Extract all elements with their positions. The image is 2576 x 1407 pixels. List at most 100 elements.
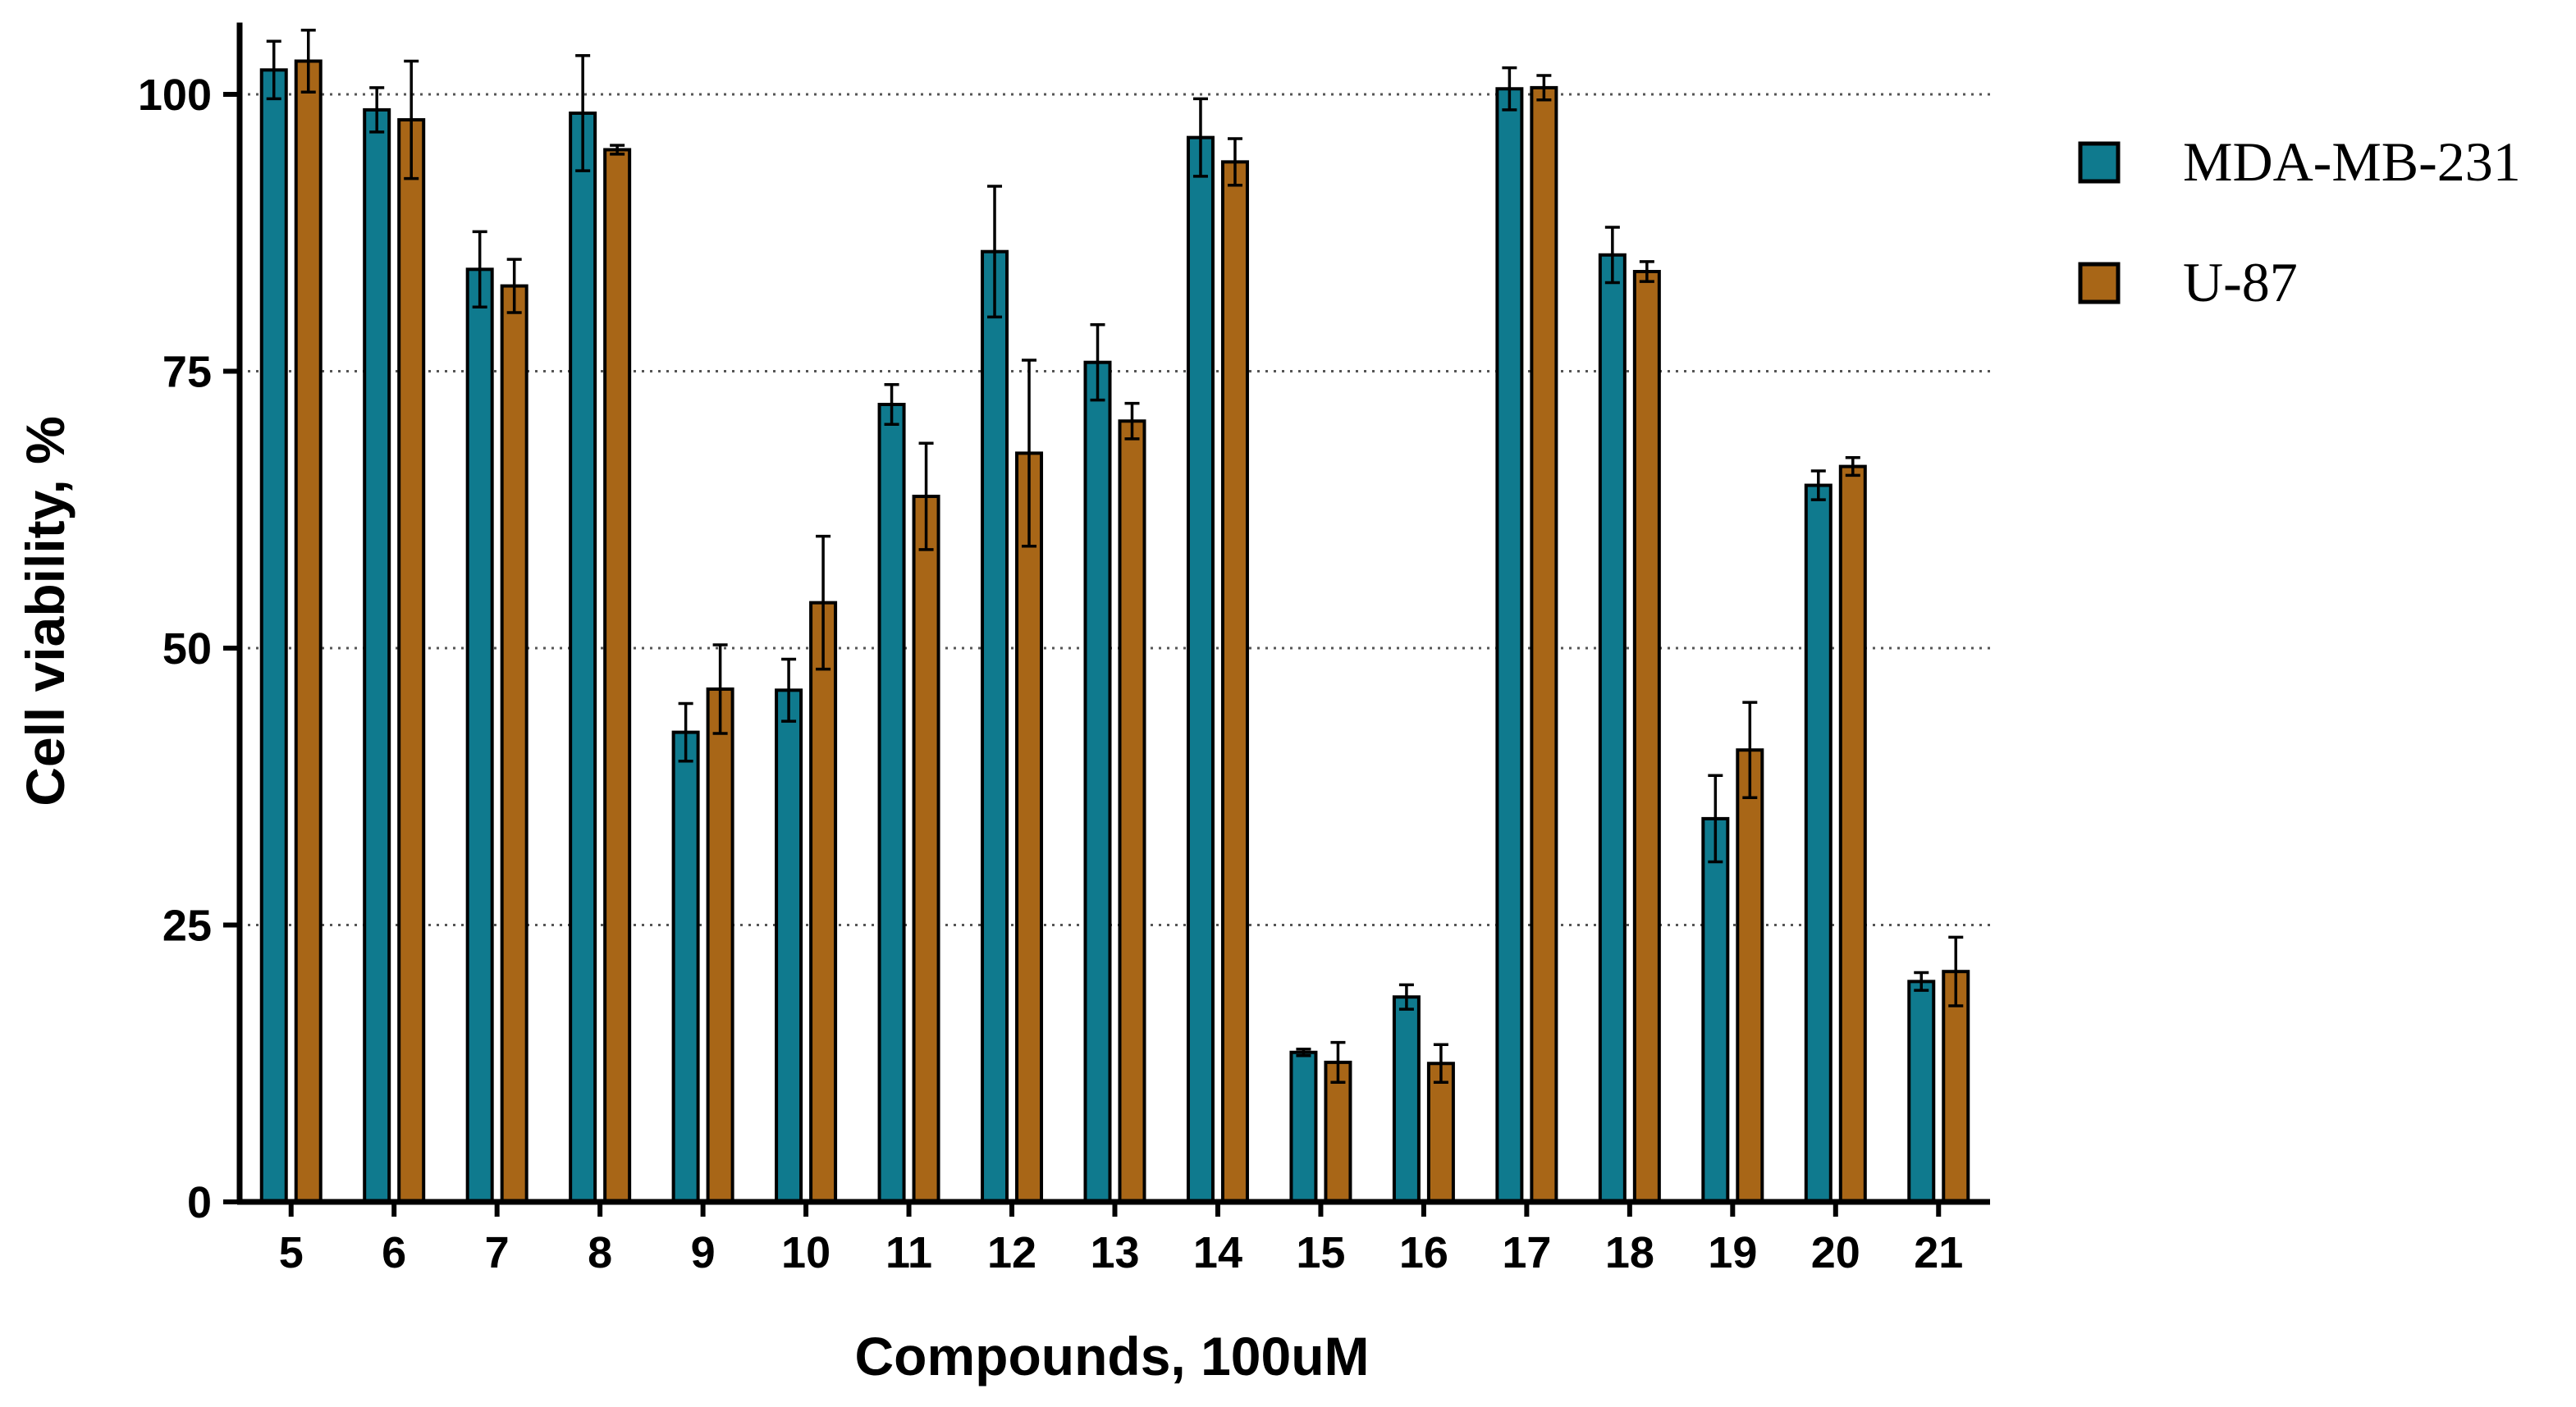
bar-u-87-13 bbox=[1118, 419, 1146, 1204]
error-bar-u-87-18 bbox=[1639, 260, 1654, 283]
x-axis-title: Compounds, 100uM bbox=[854, 1326, 1369, 1386]
error-bar-u-87-13 bbox=[1124, 401, 1140, 441]
x-tick-label-12: 12 bbox=[987, 1228, 1036, 1277]
error-bar-mda-mb-231-12 bbox=[987, 185, 1003, 319]
error-bar-u-87-8 bbox=[610, 144, 625, 156]
bar-mda-mb-231-7 bbox=[465, 267, 494, 1204]
x-tick-label-18: 18 bbox=[1605, 1228, 1654, 1277]
y-axis-title: Cell viability, % bbox=[15, 416, 75, 806]
error-bar-mda-mb-231-8 bbox=[575, 54, 591, 172]
x-tick-label-20: 20 bbox=[1811, 1228, 1860, 1277]
error-bar-mda-mb-231-21 bbox=[1914, 971, 1929, 992]
bar-u-87-20 bbox=[1838, 464, 1867, 1204]
error-bars-group bbox=[266, 28, 1964, 1084]
legend: MDA-MB-231 U-87 bbox=[2078, 130, 2521, 313]
error-bar-mda-mb-231-10 bbox=[781, 657, 797, 723]
x-tick-label-11: 11 bbox=[885, 1228, 932, 1277]
error-bar-mda-mb-231-11 bbox=[884, 382, 899, 427]
bar-u-87-16 bbox=[1426, 1062, 1455, 1204]
x-tick-label-16: 16 bbox=[1399, 1228, 1448, 1277]
y-axis-ticks: 0 25 50 75 100 bbox=[138, 71, 240, 1227]
bar-u-87-18 bbox=[1632, 270, 1661, 1204]
error-bar-mda-mb-231-14 bbox=[1192, 97, 1208, 178]
error-bar-mda-mb-231-9 bbox=[678, 701, 693, 763]
bar-u-87-8 bbox=[603, 148, 632, 1204]
error-bar-mda-mb-231-18 bbox=[1604, 226, 1620, 285]
x-tick-label-21: 21 bbox=[1914, 1228, 1963, 1277]
error-bar-mda-mb-231-13 bbox=[1090, 323, 1105, 402]
legend-swatch-mda-mb-231 bbox=[2078, 141, 2121, 184]
bar-u-87-7 bbox=[500, 284, 528, 1204]
bar-u-87-9 bbox=[706, 687, 734, 1204]
bar-mda-mb-231-14 bbox=[1186, 135, 1215, 1204]
error-bar-u-87-14 bbox=[1227, 137, 1242, 187]
error-bar-mda-mb-231-6 bbox=[369, 86, 385, 134]
bar-u-87-5 bbox=[294, 59, 323, 1204]
x-tick-label-14: 14 bbox=[1193, 1228, 1242, 1277]
x-tick-label-10: 10 bbox=[781, 1228, 830, 1277]
bar-mda-mb-231-6 bbox=[363, 107, 391, 1204]
bar-mda-mb-231-10 bbox=[775, 688, 803, 1204]
bar-u-87-11 bbox=[912, 495, 940, 1204]
error-bar-u-87-10 bbox=[816, 534, 831, 671]
y-tick-label-25: 25 bbox=[162, 902, 212, 951]
bar-u-87-14 bbox=[1220, 160, 1249, 1204]
y-tick-label-50: 50 bbox=[162, 624, 212, 674]
bar-mda-mb-231-17 bbox=[1495, 87, 1524, 1204]
bar-mda-mb-231-18 bbox=[1598, 253, 1627, 1204]
x-tick-label-8: 8 bbox=[588, 1228, 612, 1277]
bar-mda-mb-231-20 bbox=[1804, 483, 1832, 1204]
x-tick-label-9: 9 bbox=[691, 1228, 716, 1277]
x-axis-ticks: 5 6 7 8 9 10 11 12 13 14 15 16 17 18 19 20 21 bbox=[279, 1202, 1963, 1277]
error-bar-u-87-11 bbox=[918, 441, 934, 551]
bar-u-87-19 bbox=[1736, 748, 1764, 1204]
bar-mda-mb-231-21 bbox=[1907, 980, 1936, 1204]
error-bar-u-87-17 bbox=[1536, 74, 1552, 102]
error-bar-u-87-7 bbox=[506, 258, 522, 314]
error-bar-mda-mb-231-7 bbox=[472, 230, 487, 308]
error-bar-u-87-6 bbox=[404, 59, 419, 180]
x-tick-label-19: 19 bbox=[1708, 1228, 1757, 1277]
error-bar-mda-mb-231-20 bbox=[1810, 469, 1826, 501]
error-bar-u-87-21 bbox=[1948, 935, 1964, 1007]
bar-mda-mb-231-16 bbox=[1392, 995, 1421, 1204]
error-bar-u-87-5 bbox=[300, 28, 316, 94]
y-tick-label-0: 0 bbox=[187, 1178, 212, 1227]
bar-mda-mb-231-8 bbox=[569, 111, 597, 1204]
error-bar-mda-mb-231-15 bbox=[1296, 1047, 1311, 1058]
x-tick-label-17: 17 bbox=[1502, 1228, 1551, 1277]
bar-mda-mb-231-9 bbox=[671, 730, 700, 1204]
bar-u-87-6 bbox=[397, 118, 426, 1204]
legend-swatch-u-87 bbox=[2078, 262, 2121, 304]
y-tick-label-100: 100 bbox=[138, 71, 212, 120]
x-tick-label-15: 15 bbox=[1296, 1228, 1345, 1277]
bar-mda-mb-231-5 bbox=[259, 68, 288, 1204]
error-bar-mda-mb-231-17 bbox=[1502, 66, 1517, 112]
error-bar-u-87-9 bbox=[712, 643, 728, 735]
error-bar-u-87-12 bbox=[1022, 359, 1037, 548]
error-bar-mda-mb-231-19 bbox=[1708, 774, 1723, 864]
error-bar-u-87-16 bbox=[1433, 1043, 1448, 1084]
error-bar-u-87-19 bbox=[1742, 701, 1758, 799]
x-tick-label-6: 6 bbox=[382, 1228, 406, 1277]
error-bar-mda-mb-231-5 bbox=[266, 39, 281, 101]
bar-mda-mb-231-12 bbox=[981, 249, 1009, 1204]
bar-mda-mb-231-15 bbox=[1289, 1050, 1318, 1204]
bar-u-87-10 bbox=[809, 601, 838, 1204]
bar-mda-mb-231-11 bbox=[877, 403, 906, 1204]
bar-u-87-12 bbox=[1015, 451, 1044, 1204]
bar-mda-mb-231-19 bbox=[1701, 816, 1730, 1204]
x-tick-label-5: 5 bbox=[279, 1228, 304, 1277]
error-bar-u-87-15 bbox=[1330, 1040, 1346, 1084]
error-bar-mda-mb-231-16 bbox=[1398, 983, 1414, 1011]
bars-group bbox=[259, 59, 1970, 1204]
bar-mda-mb-231-13 bbox=[1083, 360, 1112, 1204]
y-tick-label-75: 75 bbox=[162, 348, 212, 397]
x-tick-label-13: 13 bbox=[1090, 1228, 1139, 1277]
error-bar-u-87-20 bbox=[1845, 456, 1860, 477]
x-tick-label-7: 7 bbox=[485, 1228, 510, 1277]
bar-u-87-17 bbox=[1530, 85, 1558, 1204]
legend-label-mda-mb-231: MDA-MB-231 bbox=[2183, 130, 2521, 193]
legend-label-u-87: U-87 bbox=[2183, 251, 2298, 313]
